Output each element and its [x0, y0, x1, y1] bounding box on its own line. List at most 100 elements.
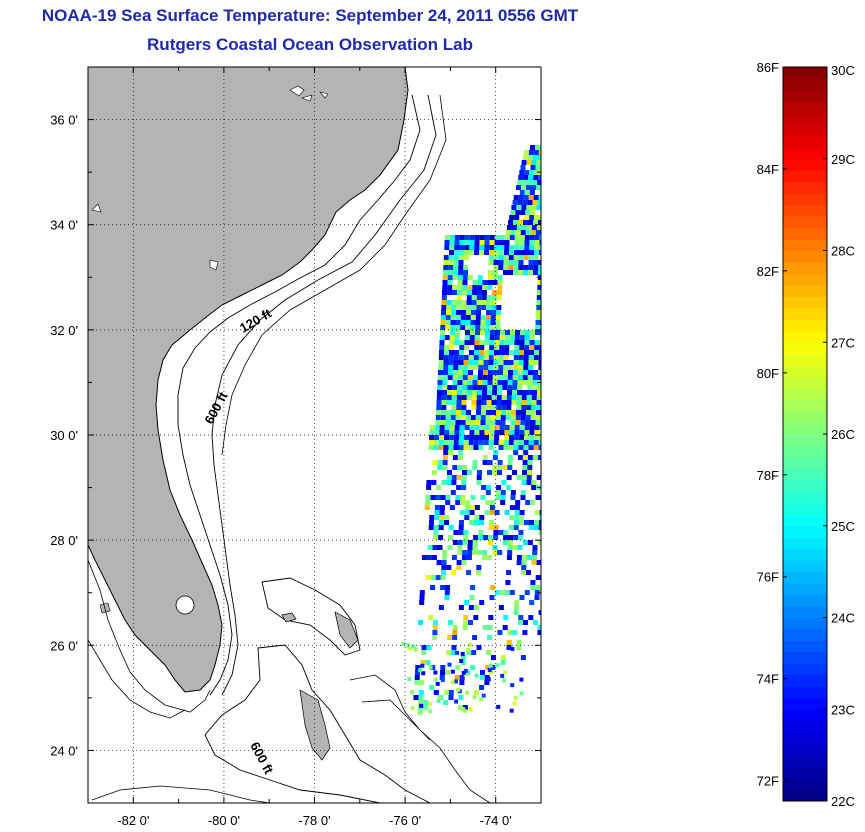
lat-tick-label: 30 0': [50, 428, 78, 443]
colorbar-band: [783, 766, 827, 779]
colorbar-band: [783, 514, 827, 527]
map-grid: [88, 67, 541, 803]
colorbar-band: [783, 732, 827, 745]
colorbar-label-c: 23C: [831, 702, 855, 717]
colorbar-band: [783, 640, 827, 653]
colorbar-band: [783, 502, 827, 515]
map-title: NOAA-19 Sea Surface Temperature: Septemb…: [41, 6, 579, 25]
colorbar-bands: [782, 66, 828, 802]
colorbar-band: [783, 261, 827, 274]
colorbar-band: [783, 112, 827, 125]
colorbar-band: [783, 445, 827, 458]
colorbar-band: [783, 124, 827, 137]
lon-tick-label: -82 0': [117, 813, 149, 828]
colorbar-label-c: 26C: [831, 427, 855, 442]
colorbar-band: [783, 342, 827, 355]
colorbar-band: [783, 422, 827, 435]
colorbar-band: [783, 239, 827, 251]
colorbar-band: [783, 651, 827, 664]
colorbar-band: [783, 720, 827, 733]
lat-tick-label: 32 0': [50, 323, 78, 338]
colorbar-label-f: 82F: [757, 264, 779, 279]
colorbar-label-c: 28C: [831, 244, 855, 259]
colorbar-band: [783, 491, 827, 504]
bahamas-bank-south: [204, 644, 431, 803]
colorbar-band: [783, 101, 827, 114]
colorbar-label-c: 27C: [831, 335, 855, 350]
colorbar-band: [783, 78, 827, 91]
colorbar-band: [783, 216, 827, 229]
colorbar-band: [783, 330, 827, 343]
map-axes: -82 0' -80 0' -78 0' -76 0' -74 0' 36 0' 34 0'…: [50, 66, 542, 828]
lat-tick-label: 26 0': [50, 638, 78, 653]
colorbar-band: [783, 181, 827, 194]
lat-tick-label: 24 0': [50, 743, 78, 758]
colorbar-band: [783, 468, 827, 481]
contour-120ft: [177, 94, 421, 696]
lat-tick-label: 36 0': [50, 113, 78, 128]
colorbar-band: [783, 307, 827, 320]
colorbar-band: [783, 789, 827, 802]
colorbar-band: [783, 479, 827, 492]
colorbar-label-f: 86F: [757, 60, 779, 75]
lon-tick-label: -74 0': [480, 813, 512, 828]
contour-600ft: [211, 94, 437, 696]
colorbar-band: [783, 697, 827, 710]
colorbar-label-c: 29C: [831, 152, 855, 167]
colorbar-label-f: 80F: [757, 366, 779, 381]
colorbar-band: [783, 273, 827, 286]
colorbar-band: [783, 583, 827, 596]
colorbar-band: [783, 204, 827, 217]
lon-tick-label: -80 0': [208, 813, 240, 828]
lon-tick-label: -76 0': [389, 813, 421, 828]
colorbar-band: [783, 376, 827, 389]
colorbar-band: [783, 388, 827, 401]
colorbar-band: [783, 284, 827, 297]
colorbar-label-c: 25C: [831, 519, 855, 534]
colorbar-band: [783, 89, 827, 102]
colorbar-band: [783, 686, 827, 699]
sst-data-swath: [401, 145, 541, 715]
map-subtitle: Rutgers Coastal Ocean Observation Lab: [147, 35, 473, 54]
colorbar-band: [783, 193, 827, 206]
lake-okeechobee: [175, 595, 195, 615]
lat-tick-label: 34 0': [50, 218, 78, 233]
colorbar-band: [783, 319, 827, 332]
colorbar-band: [783, 663, 827, 676]
colorbar-band: [783, 606, 827, 618]
land-southeast-us: [88, 67, 409, 693]
colorbar-label-c: 30C: [831, 63, 855, 78]
colorbar-band: [783, 456, 827, 469]
colorbar-band: [783, 250, 827, 263]
colorbar-band: [783, 548, 827, 561]
colorbar-band: [783, 525, 827, 538]
colorbar-band: [783, 571, 827, 584]
colorbar-band: [783, 778, 827, 791]
colorbar-band: [783, 227, 827, 240]
lon-tick-label: -78 0': [298, 813, 330, 828]
bahamas-bank-north: [261, 577, 361, 656]
colorbar-band: [783, 434, 827, 446]
colorbar-band: [783, 365, 827, 378]
colorbar-label-f: 84F: [757, 162, 779, 177]
colorbar-band: [783, 296, 827, 309]
colorbar-band: [783, 411, 827, 424]
colorbar-band: [783, 743, 827, 756]
lat-tick-label: 28 0': [50, 533, 78, 548]
colorbar-band: [783, 674, 827, 687]
colorbar-label-f: 76F: [757, 570, 779, 585]
colorbar-labels: 30C 29C 28C 27C 26C 25C 24C 23C 22C 86F 84F 82F 80F 7…: [757, 60, 855, 809]
colorbar-label-c: 24C: [831, 611, 855, 626]
colorbar-label-f: 74F: [757, 672, 779, 687]
colorbar-band: [783, 617, 827, 630]
colorbar-band: [783, 560, 827, 573]
colorbar-label-f: 72F: [757, 774, 779, 789]
colorbar-band: [783, 628, 827, 641]
colorbar-label-c: 22C: [831, 794, 855, 809]
colorbar-band: [783, 67, 827, 79]
colorbar-band: [783, 353, 827, 366]
colorbar-band: [783, 755, 827, 768]
colorbar-band: [783, 170, 827, 183]
colorbar-band: [783, 147, 827, 160]
